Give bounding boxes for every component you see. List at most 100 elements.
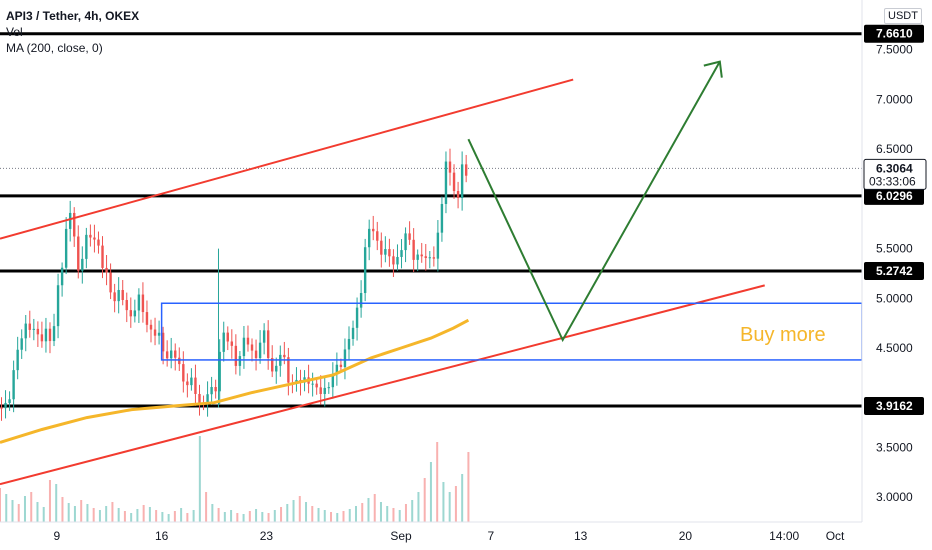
volume-bar [280, 507, 283, 522]
volume-bar [180, 508, 183, 522]
candle-body [8, 399, 11, 403]
volume-bar [467, 452, 470, 522]
y-tick-label: 7.5000 [876, 43, 913, 57]
volume-bar [130, 513, 133, 522]
volume-bar [448, 492, 451, 522]
candle-body [157, 332, 161, 336]
volume-bar [5, 494, 8, 522]
volume-bar [73, 506, 76, 522]
level-price-tag [864, 262, 924, 281]
level-price-label: 5.2742 [876, 264, 913, 278]
volume-bar [255, 509, 258, 522]
candle-body [210, 387, 213, 395]
ma-indicator-label[interactable]: MA (200, close, 0) [6, 41, 103, 55]
candle-body [234, 345, 238, 366]
volume-bar [454, 486, 457, 522]
volume-bar [11, 500, 14, 522]
candle-body [327, 387, 330, 389]
volume-bar [267, 513, 270, 522]
candle-body [355, 307, 359, 328]
candle-body [380, 240, 383, 255]
volume-bar [192, 510, 195, 522]
volume-bar [0, 488, 1, 522]
candle-body [214, 387, 217, 392]
candle-body [56, 285, 60, 327]
volume-bar [354, 506, 357, 522]
volume-bar [404, 504, 407, 522]
volume-bar [323, 510, 326, 522]
candle-body [384, 249, 387, 255]
volume-bar [230, 510, 233, 522]
candle-body [400, 250, 403, 257]
candle-body [73, 212, 76, 237]
candle-body [60, 267, 64, 286]
candle-body [408, 233, 411, 240]
candle-body [452, 172, 456, 192]
candle-body [456, 191, 460, 198]
volume-bar [217, 508, 220, 522]
volume-bar [336, 513, 339, 522]
arrow-head [703, 60, 723, 78]
volume-bar [361, 503, 364, 522]
candle-body [392, 256, 395, 265]
candle-body [12, 370, 15, 400]
candle-body [331, 373, 335, 388]
candle-body [190, 377, 193, 386]
x-tick-label: 16 [155, 529, 169, 543]
candle-body [436, 232, 440, 259]
lower-trendline [0, 284, 765, 486]
volume-bar [167, 514, 170, 522]
candle-body [16, 349, 19, 371]
volume-bar [236, 513, 239, 522]
candle-body [432, 257, 436, 259]
candle-body [283, 354, 286, 358]
volume-bar [92, 508, 95, 522]
candle-body [32, 328, 36, 330]
candle-body [428, 257, 432, 259]
candle-body [230, 341, 234, 346]
candle-body [4, 402, 7, 409]
x-tick-label: 14:00 [769, 529, 799, 543]
candle-body [258, 342, 262, 359]
volume-bar [286, 504, 289, 522]
volume-bar [461, 474, 464, 522]
candle-body [165, 351, 169, 359]
volume-bar [123, 511, 126, 522]
level-price-tag [864, 397, 924, 416]
symbol-title[interactable]: API3 / Tether, 4h, OKEX [6, 9, 140, 23]
candle-body [396, 256, 399, 265]
volume-bar [311, 506, 314, 522]
candle-body [105, 267, 108, 273]
candle-body [178, 357, 181, 365]
candle-body [186, 381, 189, 386]
candle-body [424, 256, 427, 258]
candle-body [376, 231, 379, 241]
volume-bar [111, 502, 114, 522]
candle-body [238, 356, 242, 366]
candle-body [222, 332, 225, 352]
volume-bar [17, 504, 20, 522]
candle-body [20, 338, 23, 350]
volume-indicator-label[interactable]: Vol [6, 25, 23, 39]
last-price-tag [863, 158, 927, 190]
level-price-label: 3.9162 [876, 399, 913, 413]
volume-bar [98, 510, 101, 522]
price-series [0, 148, 468, 421]
candle-body [254, 350, 258, 359]
candle-body [363, 247, 367, 294]
volume-bars [0, 436, 470, 522]
candle-body [339, 364, 343, 368]
volume-bar [379, 502, 382, 522]
volume-bar [67, 503, 70, 522]
volume-bar [161, 512, 164, 522]
candle-body [347, 338, 351, 350]
candle-body [113, 292, 116, 302]
candle-body [36, 328, 40, 335]
x-tick-label: Oct [826, 529, 845, 543]
candle-body [359, 293, 363, 308]
candle-body [440, 203, 444, 233]
candle-body [250, 344, 254, 351]
currency-label[interactable]: USDT [884, 8, 922, 24]
candle-body [125, 300, 128, 311]
